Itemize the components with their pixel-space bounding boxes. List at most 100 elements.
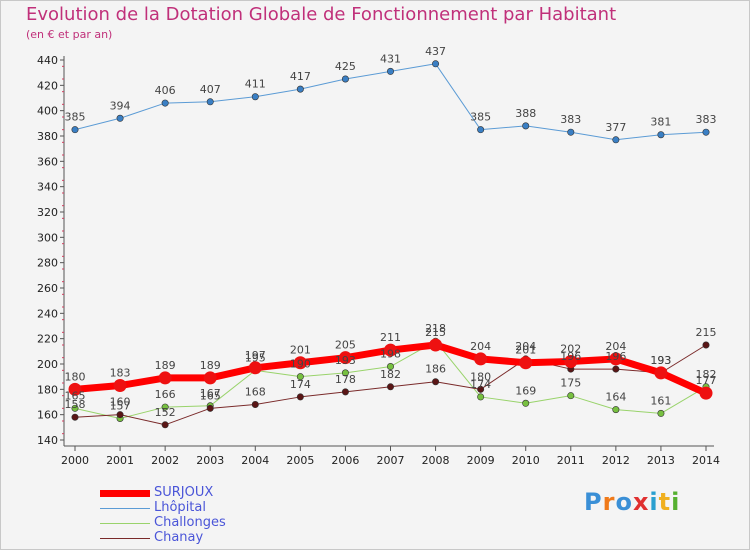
data-label-lh-pital: 377	[605, 121, 626, 134]
data-point-lh-pital	[206, 98, 214, 106]
y-tick-label: 340	[37, 181, 58, 194]
data-point-chanay	[612, 365, 620, 373]
x-tick-label: 2006	[331, 454, 359, 467]
data-label-lh-pital: 394	[110, 99, 131, 112]
data-label-lh-pital: 388	[515, 107, 536, 120]
data-point-chanay	[477, 385, 485, 393]
y-tick-label: 440	[37, 54, 58, 67]
data-point-challonges	[657, 409, 665, 417]
data-point-chanay	[206, 404, 214, 412]
data-labels-layer: 385 394 406 407 411 417 425 431 437 385 388 383 377 3…	[65, 45, 717, 419]
data-point-lh-pital	[296, 85, 304, 93]
data-label-chanay: 180	[470, 370, 491, 383]
data-label-chanay: 182	[380, 368, 401, 381]
data-label-surjoux: 202	[560, 342, 581, 355]
data-label-challonges: 175	[560, 377, 581, 390]
data-label-surjoux: 183	[110, 367, 131, 380]
x-tick-label: 2003	[196, 454, 224, 467]
data-point-chanay	[386, 383, 394, 391]
data-label-challonges: 182	[696, 368, 717, 381]
data-point-surjoux	[68, 382, 82, 396]
y-tick-label: 320	[37, 206, 58, 219]
data-point-surjoux	[113, 379, 127, 393]
data-label-chanay: 193	[650, 354, 671, 367]
data-point-lh-pital	[161, 99, 169, 107]
legend-label: Lhôpital	[154, 500, 206, 515]
data-point-surjoux	[429, 338, 443, 352]
x-tick-label: 2012	[602, 454, 630, 467]
y-tick-label: 180	[37, 383, 58, 396]
data-point-surjoux	[609, 352, 623, 366]
y-tick-label: 420	[37, 79, 58, 92]
data-label-challonges: 195	[245, 351, 266, 364]
data-label-lh-pital: 385	[65, 111, 86, 124]
y-tick-label: 220	[37, 333, 58, 346]
data-label-chanay: 178	[335, 373, 356, 386]
legend-label: SURJOUX	[154, 485, 214, 500]
y-tick-label: 360	[37, 155, 58, 168]
data-point-challonges	[612, 406, 620, 414]
y-tick-label: 140	[37, 434, 58, 447]
data-label-challonges: 157	[110, 399, 131, 412]
data-label-challonges: 167	[200, 387, 221, 400]
data-point-surjoux	[338, 351, 352, 365]
legend-label: Chanay	[154, 530, 204, 545]
logo-letter: r	[602, 488, 616, 516]
data-label-surjoux: 205	[335, 339, 356, 352]
chart-title: Evolution de la Dotation Globale de Fonc…	[26, 4, 617, 25]
data-point-lh-pital	[522, 122, 530, 130]
data-label-challonges: 164	[605, 391, 626, 404]
data-point-challonges	[296, 373, 304, 381]
data-label-lh-pital: 385	[470, 111, 491, 124]
logo-letter: i	[649, 488, 659, 516]
data-point-surjoux	[654, 366, 668, 380]
data-label-lh-pital: 425	[335, 60, 356, 73]
data-label-lh-pital: 383	[696, 113, 717, 126]
data-label-surjoux: 197	[245, 349, 266, 362]
data-point-challonges	[567, 392, 575, 400]
data-label-chanay: 204	[515, 340, 536, 353]
data-point-surjoux	[293, 356, 307, 370]
x-tick-label: 2014	[692, 454, 720, 467]
legend-swatch	[100, 507, 150, 509]
data-point-lh-pital	[251, 93, 259, 101]
data-label-challonges: 165	[65, 389, 86, 402]
x-tick-label: 2001	[106, 454, 134, 467]
data-label-surjoux: 211	[380, 331, 401, 344]
data-label-surjoux: 177	[696, 374, 717, 387]
data-point-surjoux	[384, 343, 397, 357]
data-point-chanay	[432, 378, 440, 386]
x-tick-label: 2007	[377, 454, 405, 467]
data-label-chanay: 158	[65, 398, 86, 411]
data-point-surjoux	[203, 371, 217, 385]
data-label-surjoux: 189	[200, 359, 221, 372]
x-tick-label: 2005	[286, 454, 314, 467]
data-label-chanay: 152	[155, 406, 176, 419]
x-tick-label: 2002	[151, 454, 179, 467]
data-label-surjoux: 204	[470, 340, 491, 353]
logo-letter: i	[671, 488, 681, 516]
data-point-surjoux	[474, 352, 488, 366]
data-label-chanay: 186	[425, 363, 446, 376]
data-point-lh-pital	[341, 75, 349, 83]
data-point-chanay	[161, 421, 169, 429]
y-tick-label: 400	[37, 105, 58, 118]
data-point-chanay	[296, 393, 304, 401]
data-label-lh-pital: 417	[290, 70, 311, 83]
legend-swatch	[100, 537, 150, 539]
y-tick-label: 280	[37, 257, 58, 270]
axes: 140 160 180 200 220 240 260 280 300 320 340 360 380 4…	[37, 54, 720, 467]
x-tick-label: 2010	[512, 454, 540, 467]
data-label-surjoux: 201	[515, 344, 536, 357]
data-label-surjoux: 215	[425, 326, 446, 339]
x-tick-label: 2008	[422, 454, 450, 467]
y-tick-label: 260	[37, 282, 58, 295]
data-label-chanay: 196	[605, 350, 626, 363]
data-label-challonges: 166	[155, 388, 176, 401]
y-tick-label: 240	[37, 307, 58, 320]
data-label-lh-pital: 407	[200, 83, 221, 96]
logo-letter: P	[584, 488, 603, 516]
x-tick-label: 2004	[241, 454, 269, 467]
data-point-lh-pital	[657, 131, 665, 139]
